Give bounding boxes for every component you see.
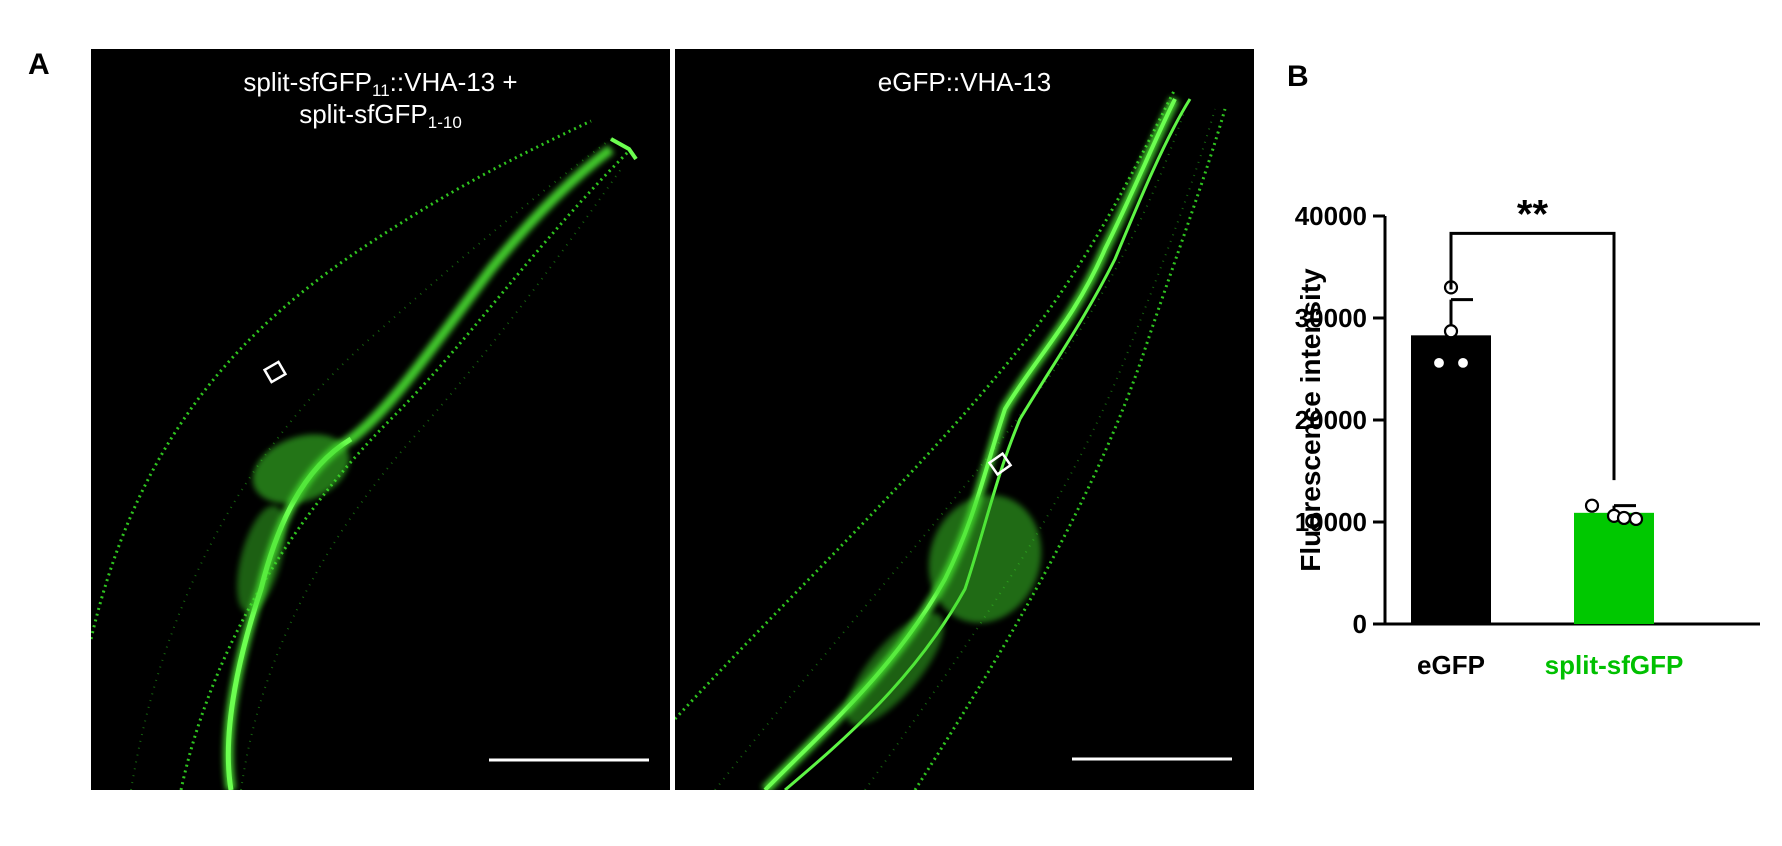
data-point (1584, 498, 1600, 513)
bar-egfp (1411, 335, 1491, 624)
data-point (1628, 511, 1644, 527)
worm-image-split (91, 119, 649, 790)
micrograph-egfp: eGFP::VHA-13 (675, 49, 1254, 790)
y-tick-label: 20000 (1295, 405, 1367, 435)
y-tick-label: 40000 (1295, 201, 1367, 231)
worm-cuticle-left (91, 119, 592, 640)
panel-label-b: B (1287, 60, 1309, 93)
worm-image-egfp (675, 88, 1232, 790)
y-tick-label: 30000 (1295, 303, 1367, 333)
data-point (1431, 355, 1447, 370)
worm-cuticle-left (675, 88, 1177, 721)
data-point (1455, 355, 1471, 370)
worm-bulb (252, 434, 350, 504)
panel-label-a: A (28, 48, 50, 81)
roi-box (987, 451, 1013, 477)
worm-cuticle-right (913, 108, 1227, 790)
fluorescence-bar-chart: Fluorescence intensity 0 10000 20000 30000 4… (1295, 192, 1760, 680)
worm-pharynx (761, 96, 1180, 790)
y-tick-label: 0 (1353, 609, 1367, 639)
y-tick-label: 10000 (1295, 507, 1367, 537)
y-axis-label: Fluorescence intensity (1295, 268, 1326, 572)
data-point (1616, 510, 1632, 526)
data-point (1443, 324, 1459, 339)
micrograph-split-sfgfp: split-sfGFP11::VHA-13 + split-sfGFP1-10 (91, 49, 670, 790)
worm-bulb (928, 495, 1042, 623)
significance-label: ** (1517, 192, 1549, 236)
micrograph-title-split: split-sfGFP11::VHA-13 + split-sfGFP1-10 (243, 67, 518, 132)
worm-cuticle-right (179, 147, 633, 790)
roi-box (262, 360, 288, 384)
significance-bracket (1449, 231, 1616, 481)
bar-split-sfgfp (1574, 512, 1654, 624)
x-tick-label: split-sfGFP (1545, 650, 1684, 680)
micrograph-title-egfp: eGFP::VHA-13 (877, 67, 1052, 97)
x-tick-label: eGFP (1417, 650, 1485, 680)
